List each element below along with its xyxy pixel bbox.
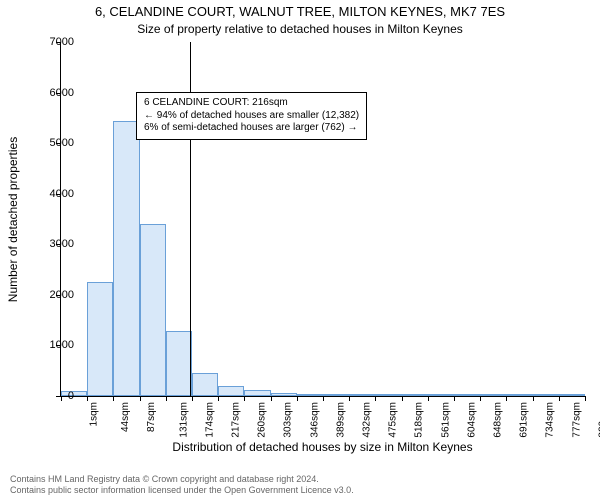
xtick-mark: [349, 396, 350, 401]
xtick-label: 691sqm: [519, 402, 530, 438]
xtick-mark: [271, 396, 272, 401]
ytick-label: 1000: [24, 339, 74, 351]
ytick-label: 5000: [24, 137, 74, 149]
chart-title: 6, CELANDINE COURT, WALNUT TREE, MILTON …: [0, 4, 600, 19]
xtick-mark: [454, 396, 455, 401]
xtick-mark: [402, 396, 403, 401]
xtick-mark: [323, 396, 324, 401]
xtick-mark: [244, 396, 245, 401]
annotation-line-1: 6 CELANDINE COURT: 216sqm: [144, 97, 359, 110]
annotation-line-2: ← 94% of detached houses are smaller (12…: [144, 110, 359, 123]
histogram-bar: [87, 282, 113, 396]
histogram-bar: [402, 394, 428, 396]
ytick-label: 2000: [24, 289, 74, 301]
histogram-bar: [506, 394, 532, 396]
xtick-mark: [506, 396, 507, 401]
xtick-mark: [585, 396, 586, 401]
histogram-bar: [166, 331, 192, 396]
xtick-label: 561sqm: [440, 402, 451, 438]
chart-subtitle: Size of property relative to detached ho…: [0, 22, 600, 36]
xtick-mark: [559, 396, 560, 401]
histogram-bar: [533, 394, 559, 396]
ytick-label: 0: [24, 390, 74, 402]
y-axis-label: Number of detached properties: [6, 42, 20, 397]
annotation-box: 6 CELANDINE COURT: 216sqm ← 94% of detac…: [136, 92, 367, 140]
histogram-bar: [192, 373, 218, 396]
histogram-bar: [218, 386, 244, 396]
ytick-label: 6000: [24, 87, 74, 99]
histogram-bar: [140, 224, 166, 396]
ytick-label: 4000: [24, 188, 74, 200]
histogram-bar: [244, 390, 270, 396]
xtick-mark: [480, 396, 481, 401]
xtick-mark: [166, 396, 167, 401]
xtick-mark: [297, 396, 298, 401]
footer-attribution: Contains HM Land Registry data © Crown c…: [10, 474, 354, 497]
histogram-bar: [454, 394, 480, 396]
footer-line-2: Contains public sector information licen…: [10, 485, 354, 496]
xtick-mark: [113, 396, 114, 401]
footer-line-1: Contains HM Land Registry data © Crown c…: [10, 474, 354, 485]
xtick-label: 174sqm: [204, 402, 215, 438]
xtick-label: 518sqm: [414, 402, 425, 438]
histogram-bar: [323, 394, 349, 396]
xtick-label: 346sqm: [309, 402, 320, 438]
plot-area: 6 CELANDINE COURT: 216sqm ← 94% of detac…: [60, 42, 585, 397]
histogram-bar: [559, 394, 585, 396]
x-axis-label: Distribution of detached houses by size …: [60, 440, 585, 454]
xtick-label: 777sqm: [571, 402, 582, 438]
xtick-label: 734sqm: [545, 402, 556, 438]
histogram-bar: [297, 394, 323, 396]
xtick-mark: [87, 396, 88, 401]
xtick-mark: [218, 396, 219, 401]
histogram-bar: [113, 121, 139, 396]
xtick-label: 1sqm: [88, 402, 99, 426]
ytick-label: 3000: [24, 238, 74, 250]
xtick-label: 131sqm: [178, 402, 189, 438]
ytick-label: 7000: [24, 36, 74, 48]
xtick-label: 260sqm: [257, 402, 268, 438]
xtick-label: 389sqm: [335, 402, 346, 438]
xtick-label: 432sqm: [362, 402, 373, 438]
histogram-bar: [375, 394, 401, 396]
xtick-label: 648sqm: [493, 402, 504, 438]
xtick-label: 475sqm: [388, 402, 399, 438]
xtick-mark: [375, 396, 376, 401]
xtick-mark: [428, 396, 429, 401]
xtick-mark: [192, 396, 193, 401]
xtick-mark: [140, 396, 141, 401]
xtick-label: 217sqm: [231, 402, 242, 438]
xtick-mark: [533, 396, 534, 401]
histogram-bar: [349, 394, 375, 396]
histogram-bar: [428, 394, 454, 396]
histogram-bar: [480, 394, 506, 396]
property-size-chart: 6, CELANDINE COURT, WALNUT TREE, MILTON …: [0, 0, 600, 500]
xtick-label: 604sqm: [466, 402, 477, 438]
annotation-line-3: 6% of semi-detached houses are larger (7…: [144, 122, 359, 135]
xtick-label: 303sqm: [283, 402, 294, 438]
xtick-label: 87sqm: [146, 402, 157, 432]
xtick-label: 44sqm: [120, 402, 131, 432]
histogram-bar: [271, 393, 297, 396]
